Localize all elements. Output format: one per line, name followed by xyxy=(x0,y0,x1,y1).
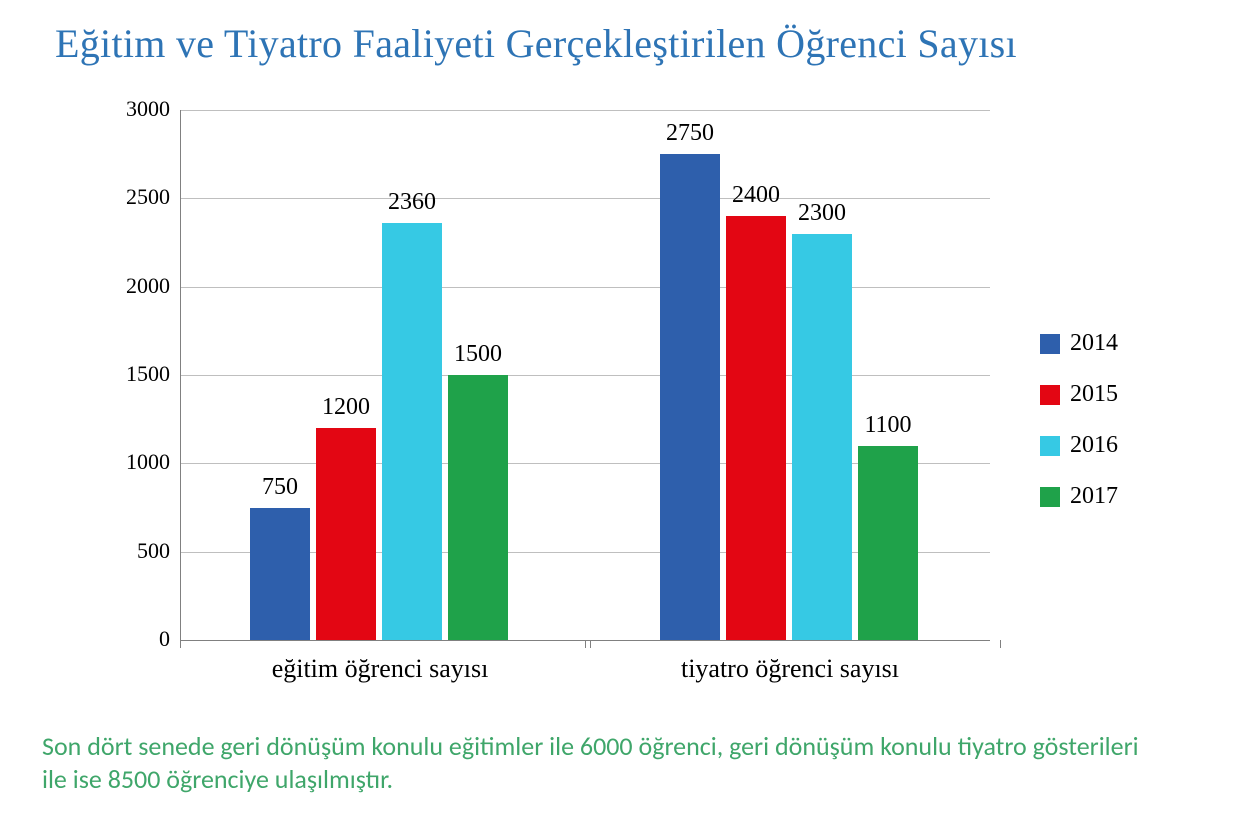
plot-area: 050010001500200025003000750120023601500e… xyxy=(180,110,990,640)
legend: 2014 2015 2016 2017 xyxy=(1040,330,1118,534)
x-tick xyxy=(590,640,591,648)
category-label: tiyatro öğrenci sayısı xyxy=(590,654,990,684)
legend-swatch xyxy=(1040,436,1060,456)
gridline xyxy=(180,287,990,288)
x-tick xyxy=(1000,640,1001,648)
bar-egitim-2015 xyxy=(316,428,376,640)
caption-text: Son dört senede geri dönüşüm konulu eğit… xyxy=(42,730,1162,795)
data-label: 1100 xyxy=(843,412,933,439)
legend-item-2014: 2014 xyxy=(1040,330,1118,357)
y-tick-label: 0 xyxy=(110,626,170,652)
page: Eğitim ve Tiyatro Faaliyeti Gerçekleştir… xyxy=(0,0,1237,817)
bar-egitim-2017 xyxy=(448,375,508,640)
y-tick-label: 3000 xyxy=(110,96,170,122)
data-label: 1200 xyxy=(301,394,391,421)
category-label: eğitim öğrenci sayısı xyxy=(180,654,580,684)
y-tick-label: 1000 xyxy=(110,449,170,475)
data-label: 1500 xyxy=(433,341,523,368)
legend-swatch xyxy=(1040,334,1060,354)
legend-label: 2014 xyxy=(1070,330,1118,357)
bar-tiyatro-2014 xyxy=(660,154,720,640)
gridline xyxy=(180,198,990,199)
gridline xyxy=(180,375,990,376)
data-label: 2360 xyxy=(367,189,457,216)
legend-label: 2015 xyxy=(1070,381,1118,408)
y-tick-label: 1500 xyxy=(110,361,170,387)
x-tick xyxy=(180,640,181,648)
bar-tiyatro-2017 xyxy=(858,446,918,640)
bar-egitim-2014 xyxy=(250,508,310,641)
legend-label: 2017 xyxy=(1070,483,1118,510)
legend-swatch xyxy=(1040,487,1060,507)
y-tick-label: 2000 xyxy=(110,273,170,299)
x-tick xyxy=(585,640,586,648)
gridline xyxy=(180,110,990,111)
data-label: 750 xyxy=(235,474,325,501)
data-label: 2300 xyxy=(777,200,867,227)
bar-egitim-2016 xyxy=(382,223,442,640)
legend-item-2016: 2016 xyxy=(1040,432,1118,459)
bar-tiyatro-2015 xyxy=(726,216,786,640)
y-tick-label: 2500 xyxy=(110,184,170,210)
y-axis-line xyxy=(180,110,181,640)
legend-swatch xyxy=(1040,385,1060,405)
legend-label: 2016 xyxy=(1070,432,1118,459)
y-tick-label: 500 xyxy=(110,538,170,564)
legend-item-2015: 2015 xyxy=(1040,381,1118,408)
bar-chart: 050010001500200025003000750120023601500e… xyxy=(120,110,990,680)
legend-item-2017: 2017 xyxy=(1040,483,1118,510)
data-label: 2750 xyxy=(645,120,735,147)
page-title: Eğitim ve Tiyatro Faaliyeti Gerçekleştir… xyxy=(55,20,1017,67)
